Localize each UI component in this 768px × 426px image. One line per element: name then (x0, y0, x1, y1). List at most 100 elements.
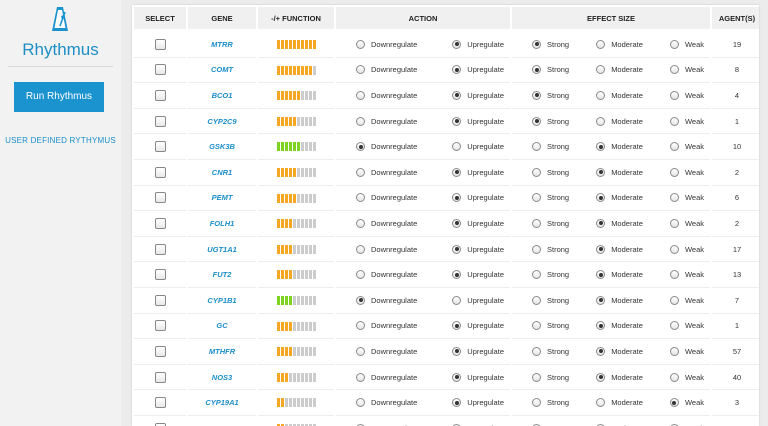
weak-radio[interactable]: Weak (669, 90, 704, 100)
select-checkbox[interactable] (154, 269, 166, 281)
radio-button[interactable] (452, 39, 462, 49)
gene-link[interactable]: NOS3 (211, 372, 233, 382)
radio-button[interactable] (532, 218, 541, 228)
radio-button[interactable] (596, 167, 606, 177)
radio-button[interactable] (532, 193, 541, 203)
select-checkbox[interactable] (154, 422, 166, 426)
radio-button[interactable] (669, 270, 679, 280)
upregulate-radio[interactable]: Upregulate (452, 65, 504, 75)
strong-radio[interactable]: Strong (532, 295, 569, 305)
radio-button[interactable] (669, 193, 679, 203)
radio-button[interactable] (596, 65, 606, 75)
select-checkbox[interactable] (154, 217, 166, 229)
strong-radio[interactable]: Strong (532, 90, 569, 100)
radio-button[interactable] (596, 142, 606, 152)
gene-link[interactable]: CNR1 (211, 167, 233, 177)
radio-button[interactable] (532, 270, 541, 280)
radio-button[interactable] (596, 193, 606, 203)
radio-button[interactable] (669, 321, 679, 331)
downregulate-radio[interactable]: Downregulate (356, 90, 417, 100)
moderate-radio[interactable]: Moderate (596, 423, 643, 426)
moderate-radio[interactable]: Moderate (596, 65, 643, 75)
downregulate-radio[interactable]: Downregulate (356, 244, 417, 254)
moderate-radio[interactable]: Moderate (596, 142, 643, 152)
gene-link[interactable]: GSK3B (209, 142, 235, 152)
radio-button[interactable] (596, 218, 606, 228)
upregulate-radio[interactable]: Upregulate (452, 346, 504, 356)
radio-button[interactable] (452, 167, 462, 177)
radio-button[interactable] (669, 65, 679, 75)
radio-button[interactable] (596, 346, 606, 356)
gene-link[interactable]: FUT2 (212, 270, 232, 280)
radio-button[interactable] (356, 116, 365, 126)
weak-radio[interactable]: Weak (669, 39, 704, 49)
radio-button[interactable] (356, 398, 365, 408)
strong-radio[interactable]: Strong (532, 39, 569, 49)
radio-button[interactable] (669, 142, 679, 152)
radio-button[interactable] (452, 90, 462, 100)
downregulate-radio[interactable]: Downregulate (356, 218, 417, 228)
moderate-radio[interactable]: Moderate (596, 372, 643, 382)
radio-button[interactable] (452, 244, 462, 254)
radio-button[interactable] (669, 372, 679, 382)
gene-link[interactable]: CYP2C9 (207, 116, 237, 126)
select-checkbox[interactable] (154, 397, 166, 409)
radio-button[interactable] (669, 346, 679, 356)
select-checkbox[interactable] (154, 141, 166, 153)
gene-link[interactable]: FOLH1 (209, 218, 235, 228)
radio-button[interactable] (452, 398, 462, 408)
radio-button[interactable] (452, 65, 462, 75)
gene-link[interactable]: UGT1A1 (207, 244, 237, 254)
radio-button[interactable] (356, 193, 365, 203)
upregulate-radio[interactable]: Upregulate (452, 142, 504, 152)
upregulate-radio[interactable]: Upregulate (452, 218, 504, 228)
weak-radio[interactable]: Weak (669, 218, 704, 228)
strong-radio[interactable]: Strong (532, 116, 569, 126)
strong-radio[interactable]: Strong (532, 270, 569, 280)
strong-radio[interactable]: Strong (532, 398, 569, 408)
gene-link[interactable]: MTHFR (208, 346, 236, 356)
radio-button[interactable] (356, 346, 365, 356)
user-defined-rhythmus-link[interactable]: USER DEFINED RYTHYMUS (5, 136, 116, 145)
strong-radio[interactable]: Strong (532, 423, 569, 426)
strong-radio[interactable]: Strong (532, 372, 569, 382)
downregulate-radio[interactable]: Downregulate (356, 116, 417, 126)
weak-radio[interactable]: Weak (669, 423, 704, 426)
radio-button[interactable] (596, 116, 606, 126)
radio-button[interactable] (596, 321, 606, 331)
radio-button[interactable] (532, 142, 541, 152)
moderate-radio[interactable]: Moderate (596, 90, 643, 100)
upregulate-radio[interactable]: Upregulate (452, 90, 504, 100)
upregulate-radio[interactable]: Upregulate (452, 116, 504, 126)
moderate-radio[interactable]: Moderate (596, 295, 643, 305)
radio-button[interactable] (669, 39, 679, 49)
upregulate-radio[interactable]: Upregulate (452, 295, 504, 305)
moderate-radio[interactable]: Moderate (596, 116, 643, 126)
strong-radio[interactable]: Strong (532, 346, 569, 356)
moderate-radio[interactable]: Moderate (596, 346, 643, 356)
radio-button[interactable] (596, 398, 606, 408)
gene-link[interactable]: GC (216, 321, 228, 331)
gene-link[interactable]: BCO1 (211, 90, 233, 100)
upregulate-radio[interactable]: Upregulate (452, 270, 504, 280)
radio-button[interactable] (669, 90, 679, 100)
radio-button[interactable] (452, 321, 462, 331)
radio-button[interactable] (669, 295, 679, 305)
radio-button[interactable] (596, 372, 606, 382)
weak-radio[interactable]: Weak (669, 346, 704, 356)
gene-link[interactable]: MTRR (211, 39, 233, 49)
select-checkbox[interactable] (154, 38, 166, 50)
downregulate-radio[interactable]: Downregulate (356, 193, 417, 203)
radio-button[interactable] (452, 193, 462, 203)
strong-radio[interactable]: Strong (532, 193, 569, 203)
radio-button[interactable] (669, 398, 679, 408)
select-checkbox[interactable] (154, 294, 166, 306)
radio-button[interactable] (452, 372, 462, 382)
moderate-radio[interactable]: Moderate (596, 270, 643, 280)
downregulate-radio[interactable]: Downregulate (356, 346, 417, 356)
radio-button[interactable] (532, 346, 541, 356)
upregulate-radio[interactable]: Upregulate (452, 193, 504, 203)
radio-button[interactable] (596, 244, 606, 254)
select-checkbox[interactable] (154, 64, 166, 76)
weak-radio[interactable]: Weak (669, 167, 704, 177)
